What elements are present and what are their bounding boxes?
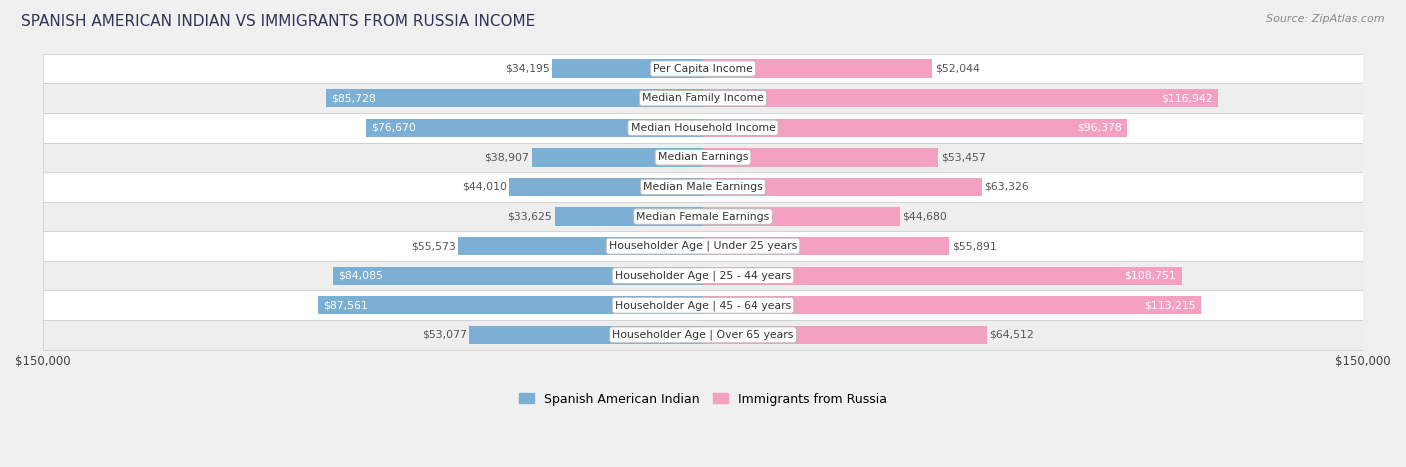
Bar (42, 172, 1364, 202)
Text: Median Male Earnings: Median Male Earnings (643, 182, 763, 192)
Text: Householder Age | 25 - 44 years: Householder Age | 25 - 44 years (614, 270, 792, 281)
Bar (366, 119, 703, 137)
Bar (555, 207, 703, 226)
Bar (703, 89, 1218, 107)
Bar (42, 261, 1364, 290)
Bar (470, 325, 703, 344)
Text: $108,751: $108,751 (1125, 271, 1177, 281)
Text: $38,907: $38,907 (484, 152, 529, 163)
Bar (42, 290, 1364, 320)
Bar (42, 113, 1364, 142)
Text: $113,215: $113,215 (1144, 300, 1197, 310)
Bar (703, 178, 981, 196)
Bar (703, 267, 1181, 285)
Bar (42, 320, 1364, 350)
Bar (42, 142, 1364, 172)
Bar (42, 84, 1364, 113)
Text: $55,891: $55,891 (952, 241, 997, 251)
Bar (703, 237, 949, 255)
Bar (703, 207, 900, 226)
Text: $44,010: $44,010 (461, 182, 506, 192)
Text: Median Family Income: Median Family Income (643, 93, 763, 103)
Bar (531, 148, 703, 167)
Bar (42, 231, 1364, 261)
Bar (703, 59, 932, 78)
Text: SPANISH AMERICAN INDIAN VS IMMIGRANTS FROM RUSSIA INCOME: SPANISH AMERICAN INDIAN VS IMMIGRANTS FR… (21, 14, 536, 29)
Text: $33,625: $33,625 (508, 212, 553, 221)
Text: $116,942: $116,942 (1161, 93, 1212, 103)
Legend: Spanish American Indian, Immigrants from Russia: Spanish American Indian, Immigrants from… (515, 388, 891, 410)
Text: Median Earnings: Median Earnings (658, 152, 748, 163)
Text: $63,326: $63,326 (984, 182, 1029, 192)
Bar (326, 89, 703, 107)
Bar (703, 119, 1128, 137)
Bar (703, 296, 1201, 314)
Text: $34,195: $34,195 (505, 64, 550, 74)
Text: Householder Age | Over 65 years: Householder Age | Over 65 years (612, 330, 794, 340)
Bar (703, 325, 987, 344)
Text: $96,378: $96,378 (1077, 123, 1122, 133)
Bar (42, 54, 1364, 84)
Text: $44,680: $44,680 (903, 212, 948, 221)
Text: Source: ZipAtlas.com: Source: ZipAtlas.com (1267, 14, 1385, 24)
Text: Median Household Income: Median Household Income (630, 123, 776, 133)
Text: $52,044: $52,044 (935, 64, 980, 74)
Text: Median Female Earnings: Median Female Earnings (637, 212, 769, 221)
Bar (553, 59, 703, 78)
Bar (333, 267, 703, 285)
Text: Householder Age | 45 - 64 years: Householder Age | 45 - 64 years (614, 300, 792, 311)
Text: $55,573: $55,573 (411, 241, 456, 251)
Bar (703, 148, 938, 167)
Text: $53,077: $53,077 (422, 330, 467, 340)
Text: $87,561: $87,561 (323, 300, 367, 310)
Bar (509, 178, 703, 196)
Text: $64,512: $64,512 (990, 330, 1035, 340)
Text: $85,728: $85,728 (330, 93, 375, 103)
Bar (42, 202, 1364, 231)
Text: Householder Age | Under 25 years: Householder Age | Under 25 years (609, 241, 797, 251)
Text: $84,085: $84,085 (339, 271, 382, 281)
Text: $76,670: $76,670 (371, 123, 416, 133)
Bar (458, 237, 703, 255)
Bar (318, 296, 703, 314)
Text: $53,457: $53,457 (941, 152, 986, 163)
Text: Per Capita Income: Per Capita Income (652, 64, 754, 74)
